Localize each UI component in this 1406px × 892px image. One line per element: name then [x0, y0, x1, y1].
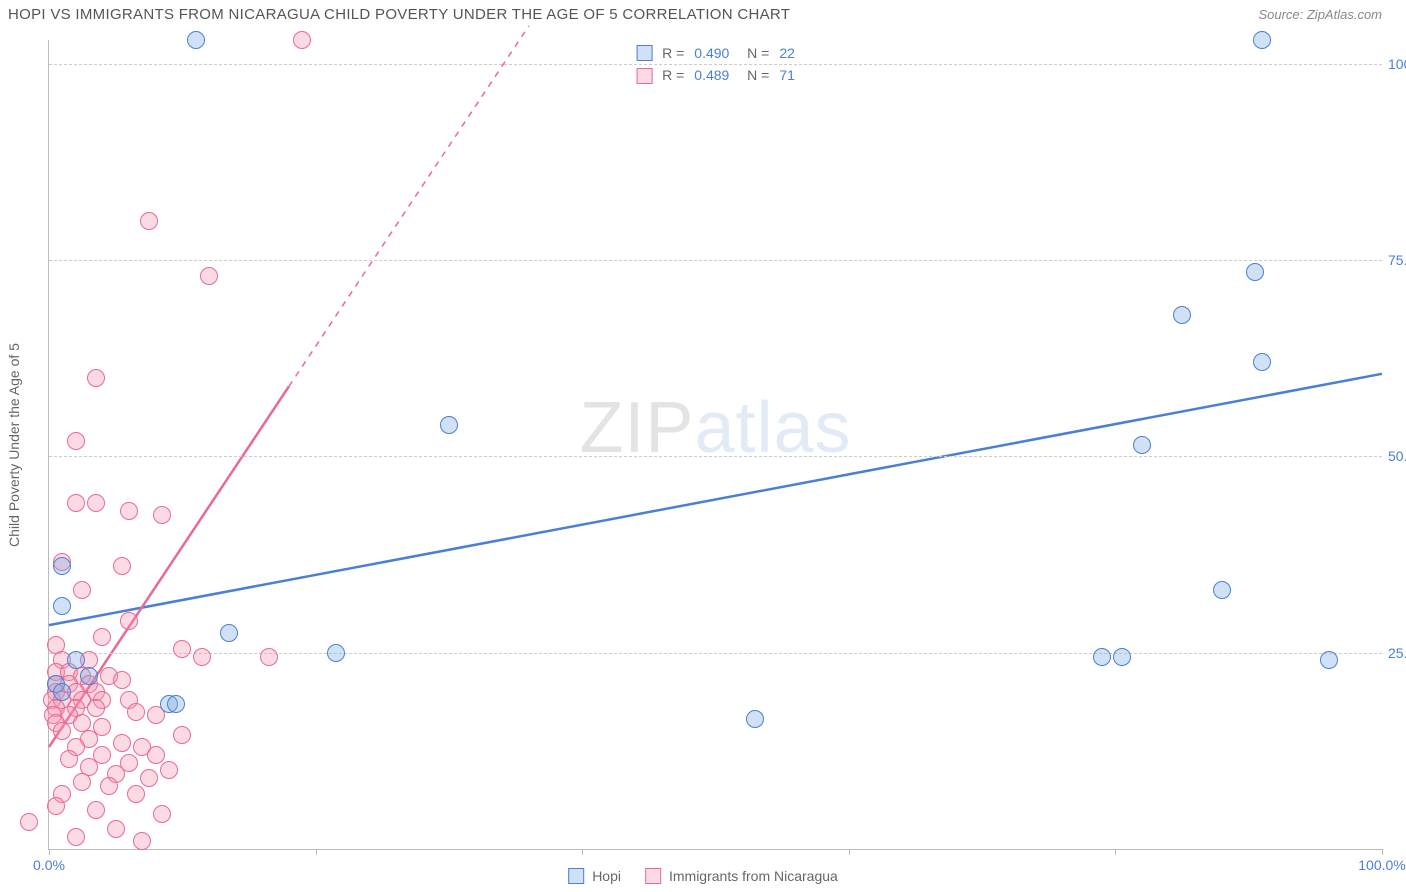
data-point — [140, 769, 158, 787]
data-point — [160, 761, 178, 779]
y-tick-label: 100.0% — [1388, 56, 1406, 72]
x-tick-mark — [582, 849, 583, 855]
data-point — [120, 612, 138, 630]
data-point — [1093, 648, 1111, 666]
data-point — [200, 267, 218, 285]
y-tick-label: 50.0% — [1388, 448, 1406, 464]
legend-series-item: Hopi — [568, 868, 621, 884]
trend-lines — [49, 40, 1382, 849]
data-point — [20, 813, 38, 831]
data-point — [187, 31, 205, 49]
data-point — [173, 726, 191, 744]
legend-series-item: Immigrants from Nicaragua — [645, 868, 838, 884]
data-point — [147, 746, 165, 764]
data-point — [87, 699, 105, 717]
data-point — [47, 797, 65, 815]
trend-line-dashed — [289, 26, 529, 387]
gridline-horizontal — [49, 64, 1382, 65]
chart-source: Source: ZipAtlas.com — [1258, 7, 1382, 22]
data-point — [113, 734, 131, 752]
data-point — [60, 750, 78, 768]
legend-swatch — [645, 868, 661, 884]
data-point — [73, 581, 91, 599]
data-point — [93, 628, 111, 646]
data-point — [1213, 581, 1231, 599]
y-tick-label: 25.0% — [1388, 645, 1406, 661]
data-point — [127, 703, 145, 721]
data-point — [53, 683, 71, 701]
legend-stats-row: R = 0.490 N = 22 — [636, 42, 795, 64]
y-tick-label: 75.0% — [1388, 252, 1406, 268]
data-point — [153, 805, 171, 823]
data-point — [53, 597, 71, 615]
legend-swatch — [636, 45, 652, 61]
data-point — [127, 785, 145, 803]
data-point — [173, 640, 191, 658]
data-point — [87, 801, 105, 819]
data-point — [53, 557, 71, 575]
data-point — [140, 212, 158, 230]
data-point — [133, 832, 151, 850]
data-point — [53, 722, 71, 740]
chart-title: HOPI VS IMMIGRANTS FROM NICARAGUA CHILD … — [8, 6, 790, 23]
data-point — [1253, 353, 1271, 371]
x-tick-mark — [316, 849, 317, 855]
data-point — [87, 369, 105, 387]
chart-area: Child Poverty Under the Age of 5 ZIPatla… — [48, 40, 1382, 850]
data-point — [327, 644, 345, 662]
legend-swatch — [568, 868, 584, 884]
data-point — [113, 557, 131, 575]
plot-region: ZIPatlas R = 0.490 N = 22R = 0.489 N = 7… — [48, 40, 1382, 850]
data-point — [1173, 306, 1191, 324]
data-point — [1253, 31, 1271, 49]
chart-header: HOPI VS IMMIGRANTS FROM NICARAGUA CHILD … — [0, 0, 1406, 23]
data-point — [67, 494, 85, 512]
data-point — [120, 502, 138, 520]
x-tick-mark — [849, 849, 850, 855]
legend-series: Hopi Immigrants from Nicaragua — [568, 868, 838, 884]
data-point — [1246, 263, 1264, 281]
legend-stats-row: R = 0.489 N = 71 — [636, 64, 795, 86]
x-tick-label: 100.0% — [1358, 857, 1405, 873]
data-point — [1320, 651, 1338, 669]
data-point — [440, 416, 458, 434]
data-point — [67, 828, 85, 846]
data-point — [193, 648, 211, 666]
x-tick-label: 0.0% — [33, 857, 65, 873]
data-point — [1113, 648, 1131, 666]
data-point — [87, 494, 105, 512]
data-point — [67, 432, 85, 450]
x-tick-mark — [1382, 849, 1383, 855]
data-point — [1133, 436, 1151, 454]
data-point — [167, 695, 185, 713]
data-point — [220, 624, 238, 642]
data-point — [746, 710, 764, 728]
data-point — [260, 648, 278, 666]
data-point — [113, 671, 131, 689]
gridline-horizontal — [49, 456, 1382, 457]
data-point — [100, 777, 118, 795]
data-point — [293, 31, 311, 49]
data-point — [73, 773, 91, 791]
data-point — [153, 506, 171, 524]
x-tick-mark — [1115, 849, 1116, 855]
trend-line-hopi — [49, 374, 1382, 625]
legend-swatch — [636, 68, 652, 84]
gridline-horizontal — [49, 260, 1382, 261]
x-tick-mark — [49, 849, 50, 855]
data-point — [80, 667, 98, 685]
gridline-horizontal — [49, 653, 1382, 654]
data-point — [67, 651, 85, 669]
data-point — [107, 820, 125, 838]
y-axis-label: Child Poverty Under the Age of 5 — [6, 343, 22, 547]
